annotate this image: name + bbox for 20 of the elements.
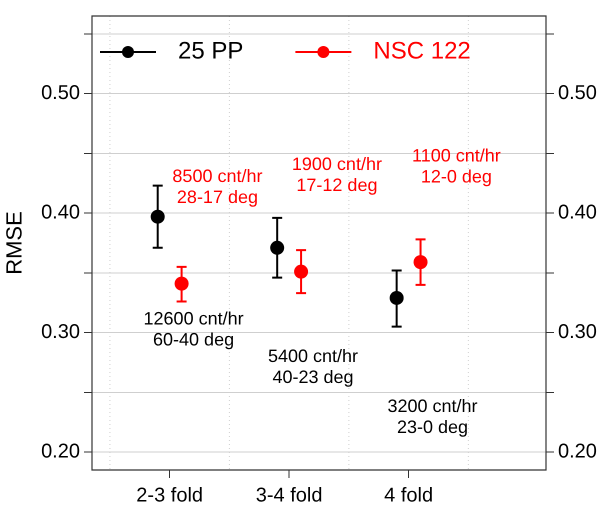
y-axis-title: RMSE xyxy=(1,211,26,275)
y2-tick-label: 0.30 xyxy=(558,321,597,344)
y-tick-label: 0.20 xyxy=(41,440,80,463)
legend-label: 25 PP xyxy=(178,38,244,65)
y-tick-label: 0.40 xyxy=(41,202,80,224)
y2-tick-label: 0.50 xyxy=(558,82,597,104)
x-tick-label: 4 fold xyxy=(384,484,434,507)
x-tick-label: 2-3 fold xyxy=(136,484,204,507)
y-tick-label: 0.30 xyxy=(41,321,80,344)
y2-tick-label: 0.40 xyxy=(558,202,597,224)
x-tick-label: 3-4 fold xyxy=(256,484,322,507)
annotation: 5400 cnt/hr 40-23 deg xyxy=(268,346,358,387)
y-tick-label: 0.50 xyxy=(41,82,80,104)
y2-tick-label: 0.20 xyxy=(558,440,597,463)
annotation: 8500 cnt/hr 28-17 deg xyxy=(172,166,262,208)
annotation: 1100 cnt/hr 12-0 deg xyxy=(412,146,501,187)
legend-label: NSC 122 xyxy=(373,38,471,65)
annotation: 3200 cnt/hr 23-0 deg xyxy=(387,396,478,437)
annotation: 1900 cnt/hr 17-12 deg xyxy=(292,154,382,195)
annotation: 12600 cnt/hr 60-40 deg xyxy=(144,308,244,350)
